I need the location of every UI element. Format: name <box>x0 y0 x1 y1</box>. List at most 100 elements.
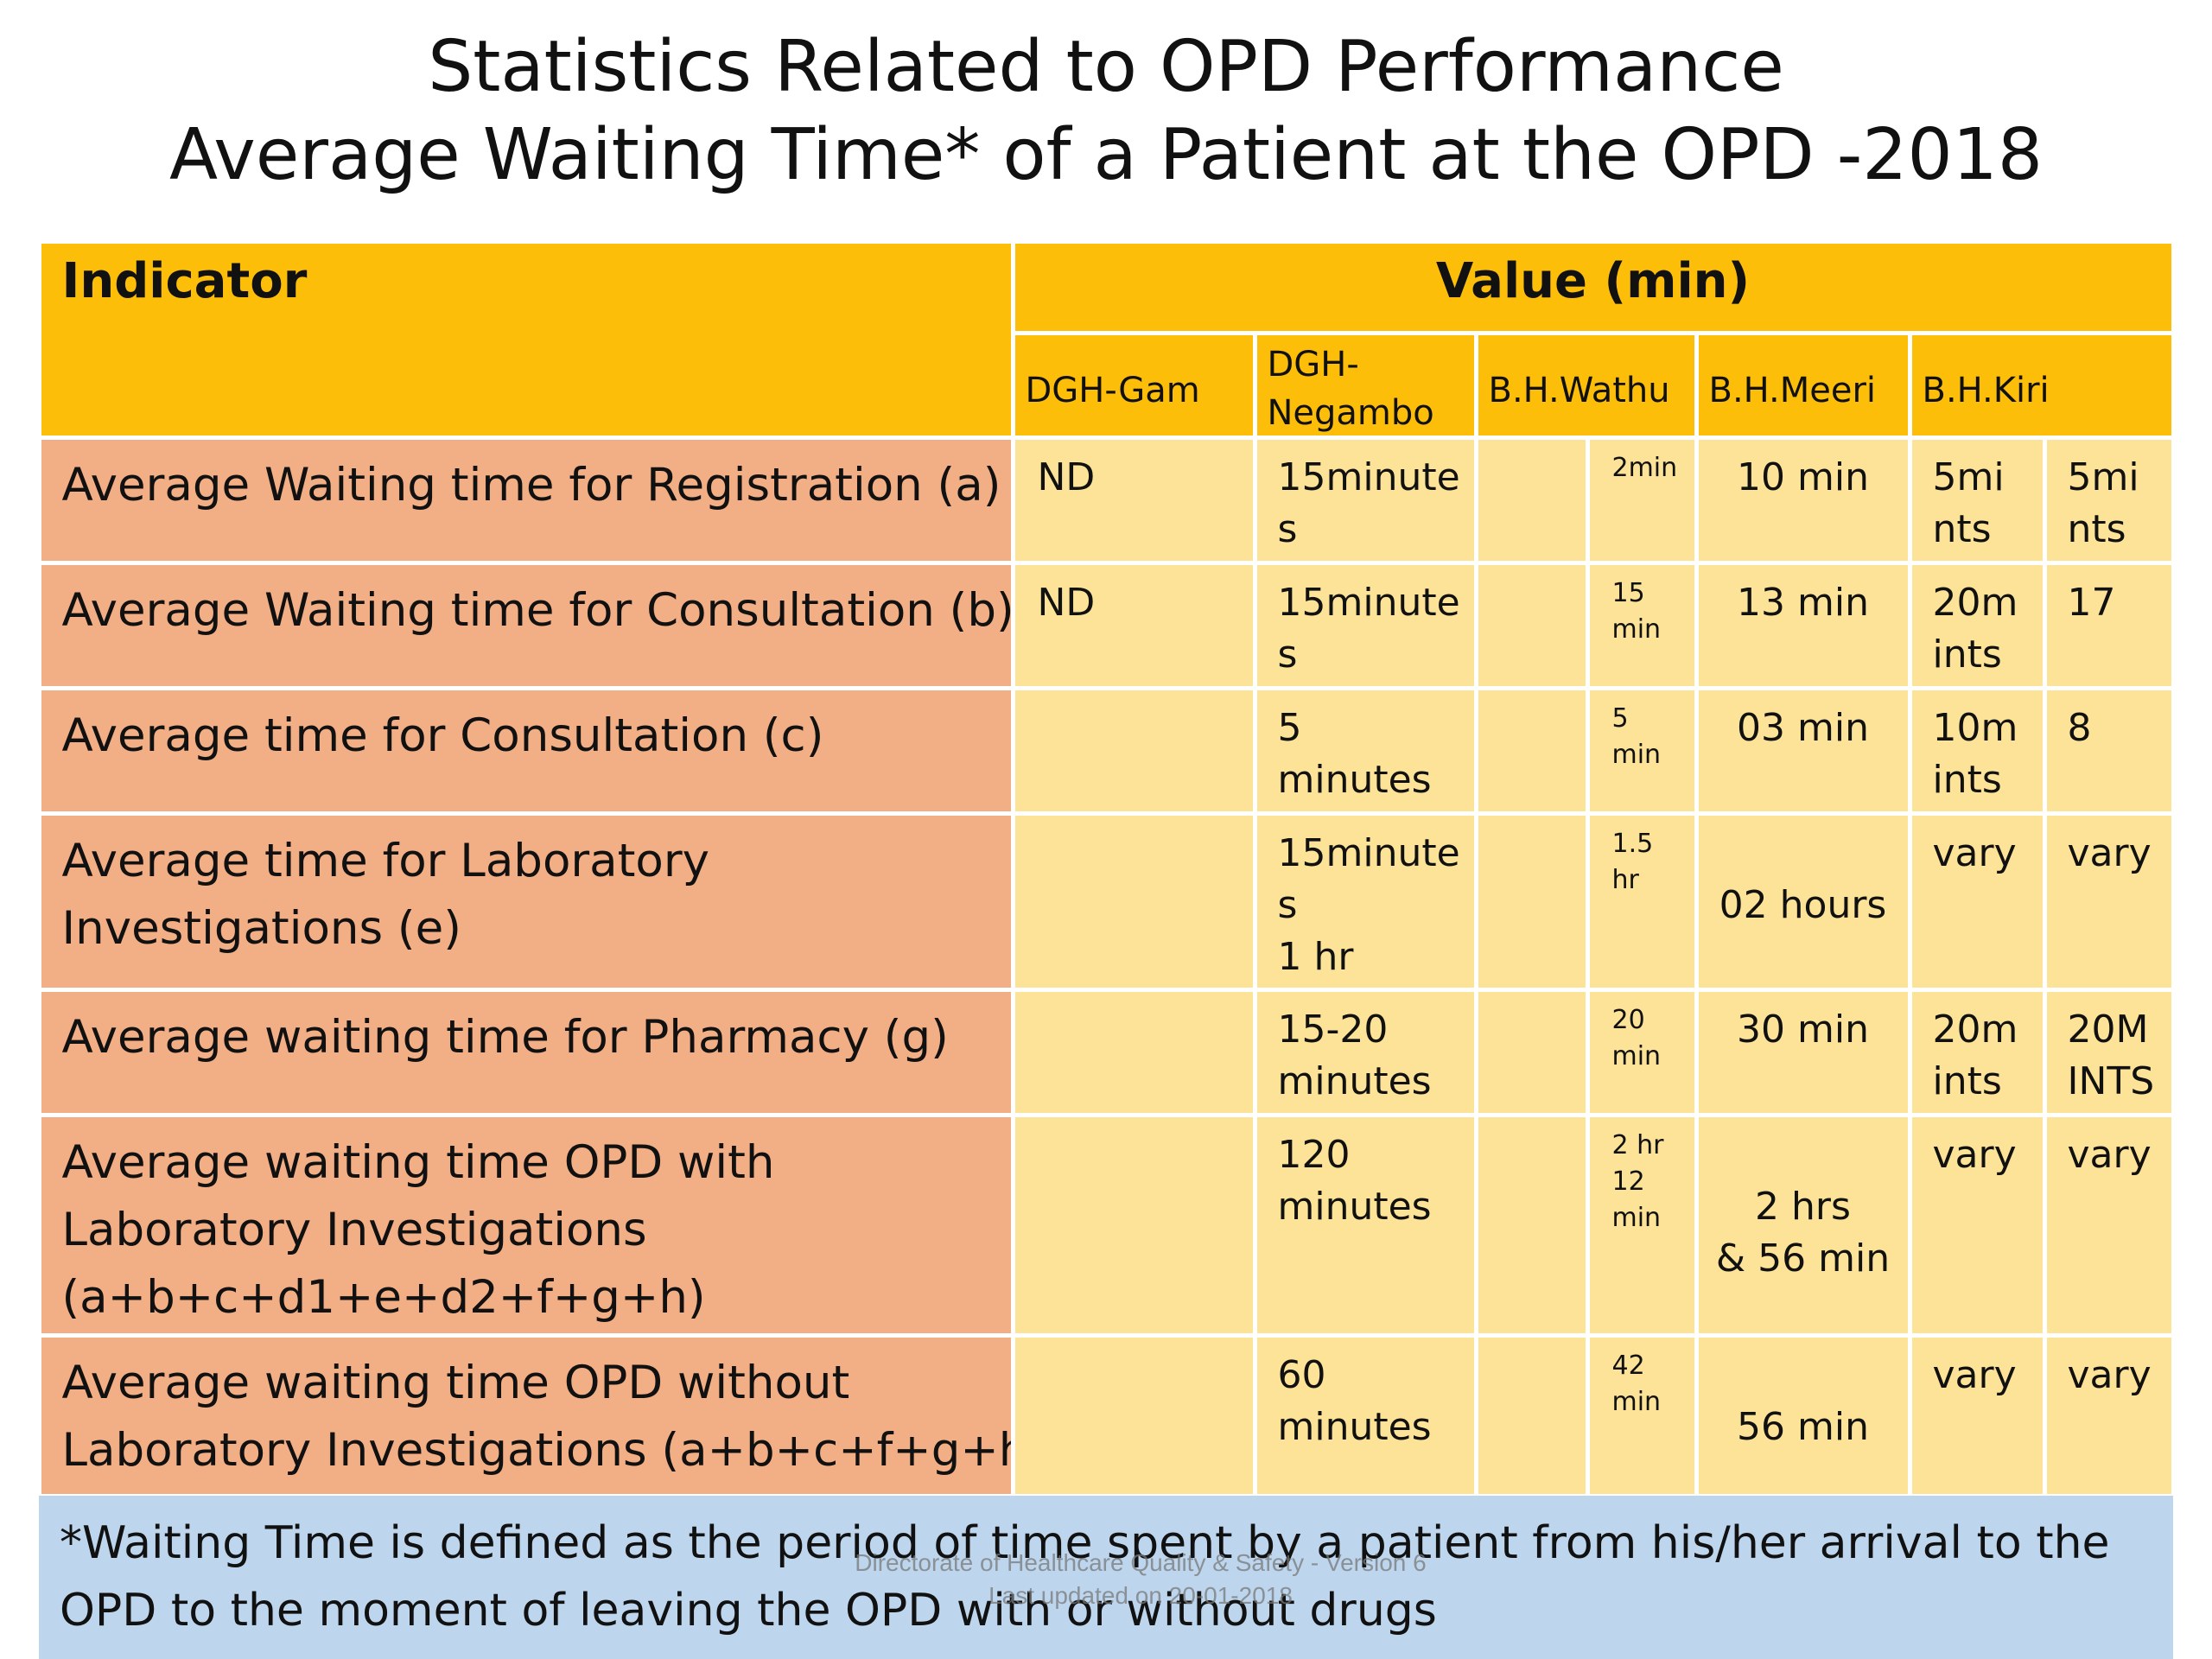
value-cell-line <box>1499 1004 1568 1056</box>
value-cell: vary <box>1911 1116 2043 1333</box>
value-cell-line <box>1038 1129 1236 1181</box>
value-cell <box>1478 815 1586 988</box>
hospital-header-4-line: B.H.Kiri <box>1922 370 2050 410</box>
value-cell-line: vary <box>1932 1132 2017 1177</box>
footer-note-line-2: Last updated on 20-01-2018 <box>988 1582 1293 1609</box>
hospital-header-3: B.H.Meeri <box>1698 334 1908 435</box>
value-header: Value (min) <box>1014 243 2171 331</box>
value-cell: 15minute s <box>1256 439 1474 561</box>
value-cell-line: 02 hours <box>1719 882 1887 927</box>
hospital-header-0-line: DGH-Gam <box>1025 370 1200 410</box>
value-cell <box>1478 991 1586 1113</box>
value-cell: vary <box>1911 815 2043 988</box>
value-cell: 2 hrs & 56 min <box>1698 1116 1908 1333</box>
value-cell-line: ints <box>1932 632 2002 677</box>
value-cell-line <box>1699 1129 1908 1181</box>
hospital-header-0: DGH-Gam <box>1014 334 1253 435</box>
value-cell: 15-20 minutes <box>1256 991 1474 1113</box>
value-cell: 2 hr 12 min <box>1589 1116 1694 1333</box>
indicator-cell-line: (a+b+c+d1+e+d2+f+g+h) <box>61 1270 706 1324</box>
value-cell-line: 20M <box>2067 1007 2149 1052</box>
value-cell <box>1014 815 1253 988</box>
value-cell-line: 15minute <box>1277 454 1460 499</box>
value-cell: 2min <box>1589 439 1694 561</box>
value-cell: vary <box>2046 1337 2171 1494</box>
indicator-cell-line: Average Waiting time for Registration (a… <box>61 458 1001 512</box>
value-cell: 13 min <box>1698 564 1908 686</box>
value-cell-line: 15-20 <box>1277 1007 1389 1052</box>
value-cell <box>1478 564 1586 686</box>
value-cell-line: ints <box>1932 757 2002 802</box>
value-cell-line: minutes <box>1277 1404 1432 1449</box>
indicator-cell-line: Investigations (e) <box>61 901 461 955</box>
value-cell-line: min <box>1611 1386 1662 1417</box>
value-cell-line: 60 <box>1277 1352 1326 1397</box>
value-cell-line: min <box>1611 1202 1662 1233</box>
value-cell-line <box>1699 1350 1908 1402</box>
value-cell-line: 2min <box>1611 452 1678 483</box>
value-cell-line: 5 <box>1611 702 1629 734</box>
indicator-header: Indicator <box>41 243 1011 435</box>
value-cell: vary <box>2046 815 2171 988</box>
value-cell-line: 5 <box>1277 705 1302 750</box>
definition-footnote: *Waiting Time is defined as the period o… <box>39 1496 2173 1659</box>
value-cell-line <box>1499 577 1568 629</box>
indicator-cell-line: Laboratory Investigations <box>61 1203 647 1256</box>
value-cell-line: 10m <box>1932 705 2018 750</box>
value-cell-line: 20 <box>1611 1004 1645 1035</box>
value-cell-line: vary <box>1932 1352 2017 1397</box>
value-cell-line: 1 hr <box>1277 934 1354 979</box>
value-cell-line <box>1499 828 1568 880</box>
hospital-header-2-line: B.H.Wathu <box>1488 370 1670 410</box>
value-cell-line: 42 <box>1611 1350 1645 1381</box>
value-cell: 30 min <box>1698 991 1908 1113</box>
hospital-header-1-line: Negambo <box>1267 392 1434 433</box>
value-cell: 15minute s 1 hr <box>1256 815 1474 988</box>
value-cell <box>1014 1337 1253 1494</box>
value-cell-line: vary <box>2067 830 2152 875</box>
value-cell-line <box>1499 452 1568 504</box>
footer-note-line-1: Directorate of Healthcare Quality & Safe… <box>855 1549 1427 1576</box>
value-cell-line <box>1699 828 1908 880</box>
value-cell: vary <box>2046 1116 2171 1333</box>
page-title: Statistics Related to OPD Performance <box>428 26 1784 108</box>
value-cell: vary <box>1911 1337 2043 1494</box>
indicator-cell: Average waiting time for Pharmacy (g) <box>41 991 1011 1113</box>
value-cell <box>1478 1116 1586 1333</box>
value-cell-line: s <box>1277 882 1298 927</box>
indicator-cell: Average Waiting time for Consultation (b… <box>41 564 1011 686</box>
hospital-header-4: B.H.Kiri <box>1911 334 2171 435</box>
value-cell-line: 10 min <box>1737 454 1869 499</box>
value-cell-line: vary <box>1932 830 2017 875</box>
value-cell: 8 <box>2046 690 2171 811</box>
value-cell <box>1014 991 1253 1113</box>
indicator-cell-line: Average waiting time for Pharmacy (g) <box>61 1010 949 1064</box>
indicator-cell: Average time for Laboratory Investigation… <box>41 815 1011 988</box>
indicator-cell: Average waiting time OPD with Laboratory … <box>41 1116 1011 1333</box>
value-cell: 20M INTS <box>2046 991 2171 1113</box>
value-cell-line <box>1038 702 1236 754</box>
value-cell-line: 03 min <box>1737 705 1869 750</box>
indicator-cell-line: Average time for Laboratory <box>61 834 710 887</box>
value-cell-line: 120 <box>1277 1132 1351 1177</box>
value-cell-line <box>1038 1350 1236 1402</box>
value-cell-line: 2 hr <box>1611 1129 1664 1160</box>
value-cell: 5 min <box>1589 690 1694 811</box>
value-cell <box>1478 690 1586 811</box>
value-cell-line: nts <box>1932 506 1992 551</box>
value-cell-line: & 56 min <box>1715 1236 1891 1281</box>
indicator-cell-line: Average waiting time OPD without <box>61 1356 850 1409</box>
value-cell: 15 min <box>1589 564 1694 686</box>
value-cell-line: s <box>1277 632 1298 677</box>
value-cell-line: nts <box>2067 506 2126 551</box>
value-cell-line: s <box>1277 506 1298 551</box>
value-cell-line: ND <box>1037 454 1096 499</box>
value-cell: 56 min <box>1698 1337 1908 1494</box>
value-cell-line: vary <box>2067 1132 2152 1177</box>
value-cell-line: minutes <box>1277 1058 1432 1103</box>
footer-version-note: Directorate of Healthcare Quality & Safe… <box>605 1547 1676 1612</box>
value-cell-line: 30 min <box>1737 1007 1869 1052</box>
value-cell-line: ints <box>1932 1058 2002 1103</box>
indicator-cell-line: Laboratory Investigations (a+b+c+f+g+h) <box>61 1423 1011 1477</box>
value-cell-line: ND <box>1037 580 1096 625</box>
